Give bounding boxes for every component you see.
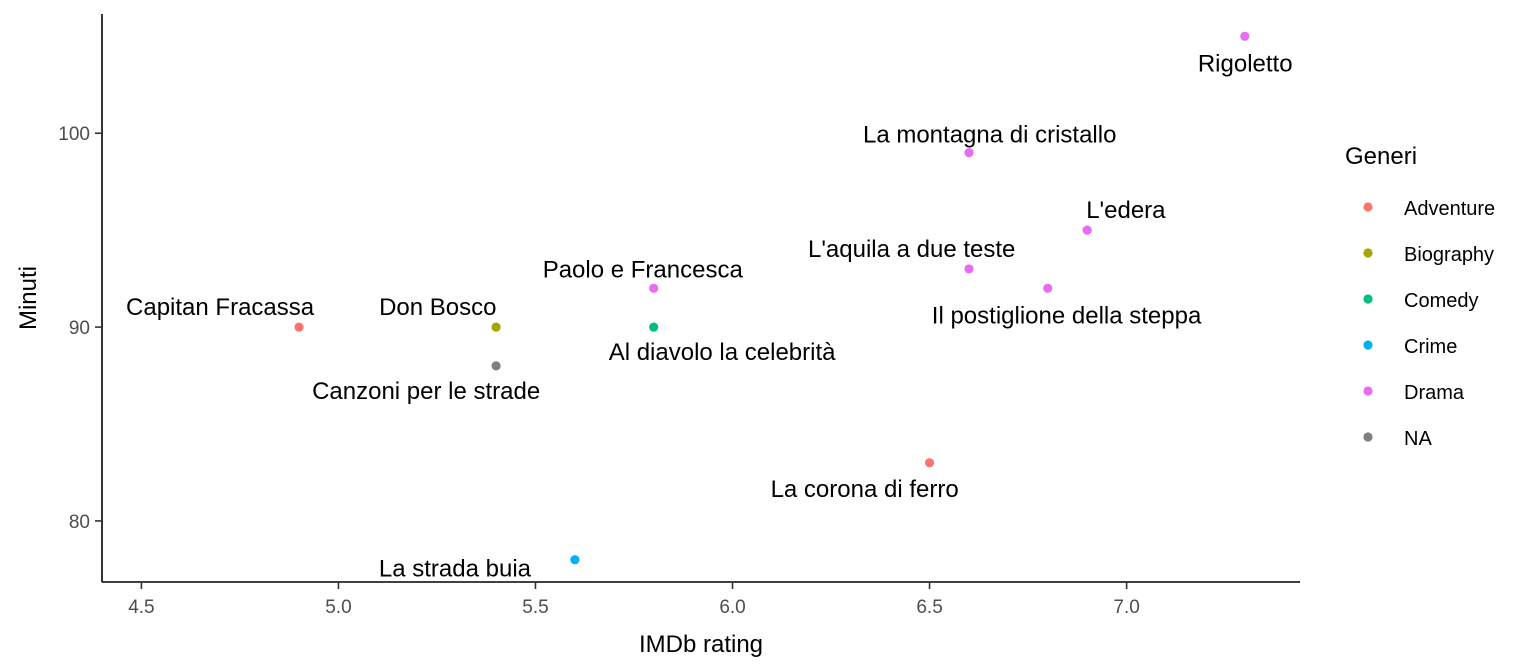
x-axis-ticks: 4.5 5.0 5.5 6.0 6.5 7.0 bbox=[128, 582, 1140, 618]
legend: Generi Adventure Biography Comedy Crime Dram… bbox=[1345, 143, 1495, 450]
legend-key bbox=[1363, 340, 1373, 350]
y-axis-ticks: 80 90 100 bbox=[58, 124, 102, 533]
legend-key bbox=[1363, 386, 1373, 396]
x-tick-label: 5.5 bbox=[522, 597, 548, 618]
point-label: Don Bosco bbox=[379, 294, 496, 321]
data-point bbox=[1043, 283, 1053, 293]
data-point bbox=[294, 322, 304, 332]
point-label: Il postiglione della steppa bbox=[932, 302, 1202, 329]
point-label: La strada buia bbox=[379, 556, 532, 583]
x-tick-label: 4.5 bbox=[128, 597, 154, 618]
x-axis-title: IMDb rating bbox=[639, 631, 763, 658]
axes bbox=[101, 14, 1300, 583]
legend-label: Comedy bbox=[1404, 290, 1478, 312]
x-tick-label: 6.0 bbox=[719, 597, 745, 618]
data-point bbox=[924, 458, 935, 468]
legend-label: Adventure bbox=[1404, 198, 1495, 220]
point-label: Al diavolo la celebrità bbox=[609, 339, 836, 366]
plot-area bbox=[294, 31, 1250, 565]
x-tick-label: 5.0 bbox=[325, 597, 351, 618]
point-label: La corona di ferro bbox=[771, 476, 959, 503]
point-label: L'edera bbox=[1086, 197, 1166, 224]
x-tick-label: 7.0 bbox=[1113, 597, 1139, 618]
legend-label: NA bbox=[1404, 428, 1432, 450]
legend-key bbox=[1363, 248, 1373, 258]
data-point bbox=[491, 361, 501, 371]
data-point bbox=[570, 555, 580, 565]
x-tick-label: 6.5 bbox=[916, 597, 942, 618]
data-point bbox=[1240, 31, 1250, 41]
point-label: L'aquila a due teste bbox=[808, 236, 1015, 263]
point-label: Paolo e Francesca bbox=[543, 256, 744, 283]
point-label: La montagna di cristallo bbox=[863, 122, 1116, 149]
legend-key bbox=[1363, 294, 1373, 304]
point-labels: Rigoletto La montagna di cristallo L'edera… bbox=[126, 50, 1293, 582]
y-tick-label: 80 bbox=[69, 512, 90, 533]
data-point bbox=[964, 148, 974, 158]
data-point bbox=[491, 322, 501, 332]
data-point bbox=[649, 322, 659, 332]
legend-entries: Adventure Biography Comedy Crime Drama NA bbox=[1363, 198, 1495, 450]
legend-label: Drama bbox=[1404, 382, 1465, 404]
legend-key bbox=[1363, 432, 1373, 442]
y-tick-label: 100 bbox=[58, 124, 90, 145]
point-label: Capitan Fracassa bbox=[126, 294, 315, 321]
data-point bbox=[1082, 225, 1092, 235]
point-label: Canzoni per le strade bbox=[312, 378, 540, 405]
data-point bbox=[964, 264, 974, 274]
legend-title: Generi bbox=[1345, 143, 1417, 170]
legend-label: Biography bbox=[1404, 244, 1494, 266]
y-axis-title: Minuti bbox=[15, 266, 42, 330]
legend-label: Crime bbox=[1404, 336, 1457, 358]
point-label: Rigoletto bbox=[1198, 50, 1293, 77]
data-point bbox=[649, 283, 659, 293]
y-tick-label: 90 bbox=[69, 318, 90, 339]
legend-key bbox=[1363, 202, 1373, 212]
